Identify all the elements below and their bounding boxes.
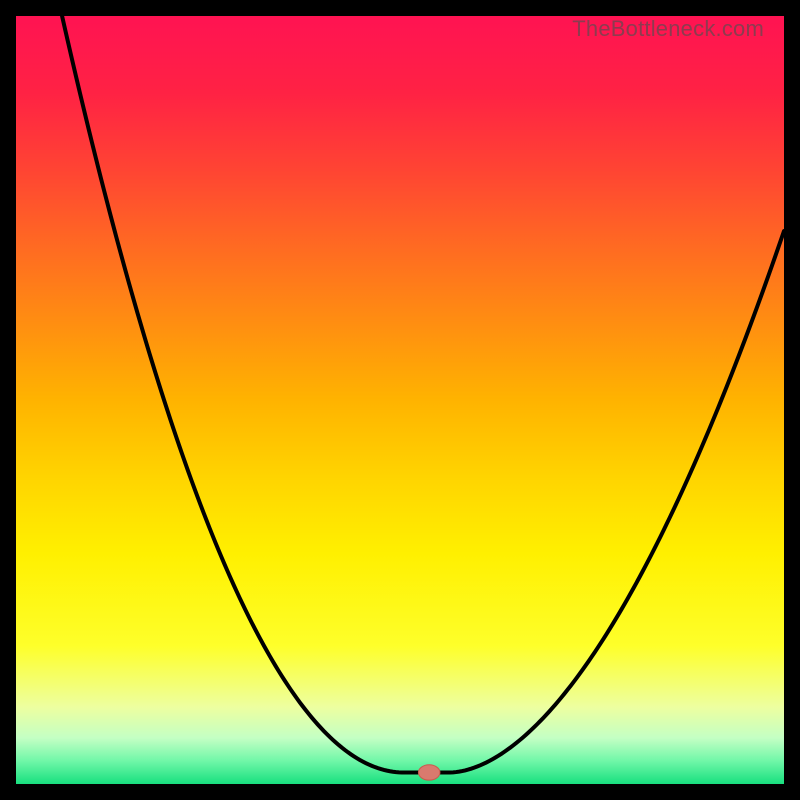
border-left — [0, 0, 16, 800]
watermark-text: TheBottleneck.com — [572, 16, 764, 42]
border-right — [784, 0, 800, 800]
minimum-marker — [418, 765, 440, 780]
chart-frame: TheBottleneck.com — [0, 0, 800, 800]
bottleneck-curve — [16, 16, 784, 784]
border-top — [0, 0, 800, 16]
border-bottom — [0, 784, 800, 800]
plot-area: TheBottleneck.com — [16, 16, 784, 784]
